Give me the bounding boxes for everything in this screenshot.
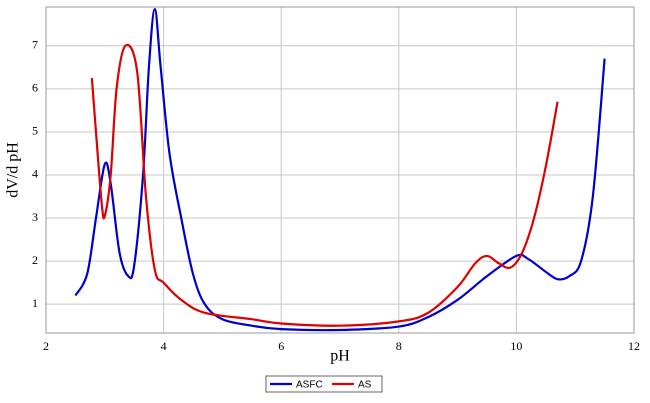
legend-label: AS <box>358 380 372 391</box>
y-axis-label: dV/d pH <box>5 142 22 198</box>
data-line <box>74 8 606 332</box>
y-tick-label: 6 <box>32 81 38 95</box>
x-axis-label: pH <box>330 348 350 365</box>
y-tick-label: 2 <box>32 253 38 267</box>
y-tick-label: 3 <box>32 210 38 224</box>
legend-label: ASFC <box>296 380 323 391</box>
x-tick-label: 4 <box>161 339 167 353</box>
legend: ASFC AS <box>265 375 383 393</box>
plot-frame <box>45 6 635 334</box>
y-tick-label: 1 <box>32 296 38 310</box>
y-tick-label: 4 <box>32 167 38 181</box>
y-tick-label: 5 <box>32 124 38 138</box>
y-tick-label: 7 <box>32 38 38 52</box>
x-tick-label: 12 <box>628 339 640 353</box>
x-tick-label: 6 <box>278 339 284 353</box>
data-line <box>90 43 559 327</box>
legend-box <box>265 375 383 393</box>
x-tick-label: 8 <box>396 339 402 353</box>
x-tick-label: 10 <box>510 339 522 353</box>
x-tick-label: 2 <box>43 339 49 353</box>
